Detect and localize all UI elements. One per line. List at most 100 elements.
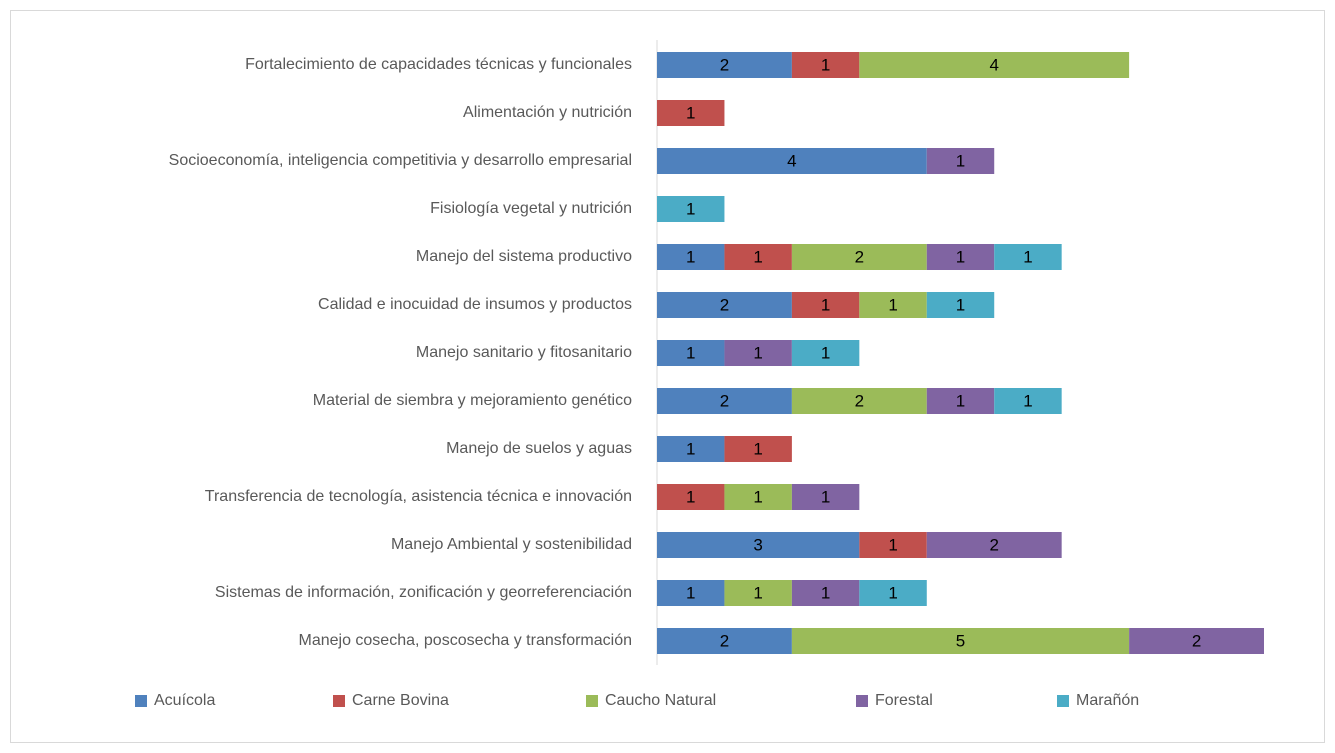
bar-segment xyxy=(994,244,1062,270)
bar-segment xyxy=(791,580,860,606)
data-label: 1 xyxy=(686,103,695,122)
bar-segment xyxy=(859,52,1130,78)
data-label: 1 xyxy=(821,583,830,602)
y-tick-label: Manejo sanitario y fitosanitario xyxy=(416,344,632,361)
bar-segment xyxy=(926,292,995,318)
y-tick-label: Manejo del sistema productivo xyxy=(416,248,632,265)
bar-segment xyxy=(791,52,860,78)
legend-swatch xyxy=(586,695,598,707)
data-label: 1 xyxy=(888,295,897,314)
bar-segment xyxy=(791,340,860,366)
legend-swatch xyxy=(856,695,868,707)
data-label: 1 xyxy=(1023,247,1032,266)
bar-segment xyxy=(791,244,927,270)
bar-segment xyxy=(791,628,1130,654)
y-tick-label: Manejo Ambiental y sostenibilidad xyxy=(391,536,632,553)
bar-segment xyxy=(657,388,792,414)
data-label: 2 xyxy=(855,391,864,410)
data-label: 1 xyxy=(686,199,695,218)
legend-swatch xyxy=(135,695,147,707)
data-label: 4 xyxy=(989,55,998,74)
y-tick-label: Calidad e inocuidad de insumos y product… xyxy=(318,296,632,313)
y-tick-label: Material de siembra y mejoramiento genét… xyxy=(313,392,632,409)
bar-segment xyxy=(657,148,927,174)
data-label: 2 xyxy=(855,247,864,266)
bar-segment xyxy=(657,580,725,606)
bar-segment xyxy=(657,100,725,126)
data-label: 1 xyxy=(956,391,965,410)
legend-swatch xyxy=(333,695,345,707)
bar-segment xyxy=(859,532,927,558)
legend-label: Caucho Natural xyxy=(605,692,716,709)
bar-segment xyxy=(926,244,995,270)
bar-segment xyxy=(859,292,927,318)
data-label: 2 xyxy=(1192,631,1201,650)
bar-segment xyxy=(657,340,725,366)
bar-segment xyxy=(1129,628,1264,654)
data-label: 4 xyxy=(787,151,796,170)
y-tick-label: Transferencia de tecnología, asistencia … xyxy=(205,488,632,505)
bar-segment xyxy=(657,628,792,654)
data-label: 1 xyxy=(753,583,762,602)
legend-label: Carne Bovina xyxy=(352,692,449,709)
bar-segment xyxy=(926,532,1062,558)
data-label: 1 xyxy=(686,583,695,602)
bar-segment xyxy=(859,580,927,606)
data-label: 1 xyxy=(888,535,897,554)
data-label: 1 xyxy=(821,55,830,74)
legend-label: Acuícola xyxy=(154,692,215,709)
legend-label: Marañón xyxy=(1076,692,1139,709)
data-label: 1 xyxy=(821,487,830,506)
bar-segment xyxy=(657,196,725,222)
bar-segment xyxy=(926,148,995,174)
data-label: 1 xyxy=(686,247,695,266)
legend-label: Forestal xyxy=(875,692,933,709)
data-label: 1 xyxy=(753,487,762,506)
data-label: 1 xyxy=(956,151,965,170)
data-label: 1 xyxy=(821,295,830,314)
data-label: 1 xyxy=(753,343,762,362)
data-label: 1 xyxy=(686,343,695,362)
y-tick-label: Manejo cosecha, poscosecha y transformac… xyxy=(298,632,632,649)
bar-segment xyxy=(657,484,725,510)
data-label: 2 xyxy=(720,295,729,314)
data-label: 1 xyxy=(686,487,695,506)
data-label: 1 xyxy=(753,439,762,458)
bar-segment xyxy=(791,388,927,414)
y-tick-label: Socioeconomía, inteligencia competitivia… xyxy=(169,152,632,169)
y-tick-label: Manejo de suelos y aguas xyxy=(446,440,632,457)
data-label: 5 xyxy=(956,631,965,650)
chart-border xyxy=(10,10,1325,743)
bar-segment xyxy=(926,388,995,414)
bar-segment xyxy=(724,340,792,366)
bar-segment xyxy=(994,388,1062,414)
bar-segment xyxy=(724,244,792,270)
bar-segment xyxy=(724,580,792,606)
y-tick-label: Sistemas de información, zonificación y … xyxy=(215,584,632,601)
y-tick-label: Fortalecimiento de capacidades técnicas … xyxy=(245,56,632,73)
bar-segment xyxy=(791,292,860,318)
data-label: 1 xyxy=(1023,391,1032,410)
data-label: 1 xyxy=(956,295,965,314)
bar-segment xyxy=(724,436,792,462)
bar-segment xyxy=(657,244,725,270)
data-label: 1 xyxy=(753,247,762,266)
data-label: 1 xyxy=(956,247,965,266)
data-label: 2 xyxy=(720,631,729,650)
data-label: 1 xyxy=(888,583,897,602)
data-label: 2 xyxy=(720,55,729,74)
y-tick-label: Fisiología vegetal y nutrición xyxy=(430,200,632,217)
bar-segment xyxy=(657,292,792,318)
bar-segment xyxy=(657,436,725,462)
y-tick-label: Alimentación y nutrición xyxy=(463,104,632,121)
data-label: 2 xyxy=(720,391,729,410)
data-label: 3 xyxy=(753,535,762,554)
data-label: 2 xyxy=(989,535,998,554)
bar-segment xyxy=(791,484,860,510)
bar-segment xyxy=(657,532,860,558)
bar-segment xyxy=(724,484,792,510)
legend-swatch xyxy=(1057,695,1069,707)
data-label: 1 xyxy=(821,343,830,362)
data-label: 1 xyxy=(686,439,695,458)
